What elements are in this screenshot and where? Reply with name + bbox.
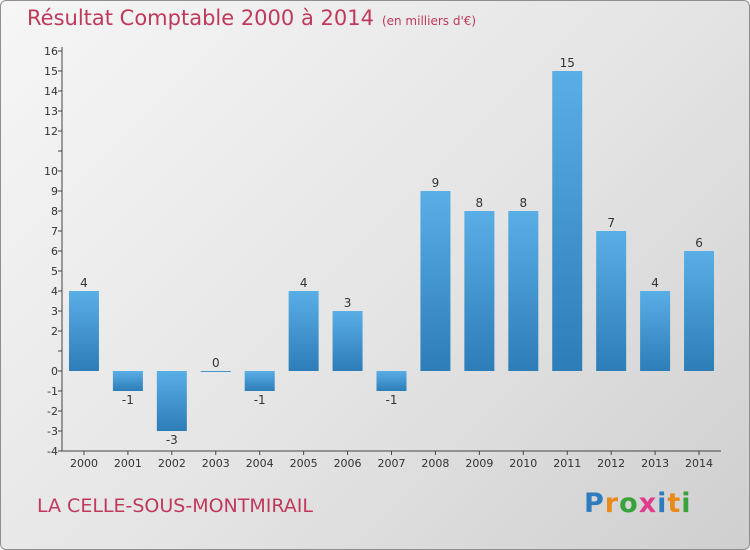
data-label: -1 [254,393,266,407]
y-tick-label: 12 [44,125,58,138]
bar [244,371,275,391]
data-label: 15 [560,56,575,70]
y-tick-label: 10 [44,165,58,178]
y-tick-label: 16 [44,45,58,58]
bar [508,211,539,371]
bar [112,371,143,391]
x-tick-label: 2000 [70,457,98,470]
y-tick-label: 15 [44,65,58,78]
data-label: 7 [607,216,615,230]
brand-letter: P [584,488,605,519]
y-tick-label: 6 [51,245,58,258]
y-tick-label: -3 [47,425,58,438]
y-tick-label: 13 [44,105,58,118]
brand-letter: i [681,488,692,519]
place-name: LA CELLE-SOUS-MONTMIRAIL [37,495,313,517]
x-tick-label: 2010 [509,457,537,470]
y-tick-label: 8 [51,205,58,218]
brand-letter: i [657,488,668,519]
x-tick-label: 2004 [246,457,274,470]
data-label: 4 [300,276,308,290]
bar [332,311,363,371]
bar [552,71,583,371]
y-tick-label: 9 [51,185,58,198]
brand-letter: t [667,488,682,519]
x-tick-label: 2009 [465,457,493,470]
x-tick-label: 2001 [114,457,142,470]
data-label: 6 [695,236,703,250]
data-label: 4 [80,276,88,290]
data-label: -3 [166,433,178,447]
bar [464,211,495,371]
data-label: -1 [122,393,134,407]
y-tick-label: 7 [51,225,58,238]
data-label: 3 [344,296,352,310]
brand-letter: x [638,488,658,519]
brand-letter: r [604,488,620,519]
brand-logo: Proxiti [584,488,692,519]
bar [376,371,407,391]
y-tick-label: 2 [51,325,58,338]
bar [288,291,319,371]
chart-title: Résultat Comptable 2000 à 2014 (en millie… [27,6,476,30]
x-tick-label: 2005 [290,457,318,470]
bar [640,291,671,371]
data-label: 9 [432,176,440,190]
x-tick-label: 2012 [597,457,625,470]
x-tick-label: 2013 [641,457,669,470]
data-label: 4 [651,276,659,290]
bar [68,291,99,371]
x-tick-label: 2007 [378,457,406,470]
brand-letter: o [619,488,639,519]
data-label: -1 [386,393,398,407]
y-tick-label: 14 [44,85,58,98]
y-tick-label: 0 [51,365,58,378]
bar [684,251,715,371]
x-tick-label: 2008 [421,457,449,470]
y-tick-label: -4 [47,445,58,458]
data-label: 0 [212,356,220,370]
plot-area: -4 -3 -2 -1 0 2 3 4 5 6 7 8 9 10 12 13 14 15 16 4 2000 -1 2001… [44,45,721,470]
bar [420,191,451,371]
x-tick-label: 2003 [202,457,230,470]
y-tick-label: 3 [51,305,58,318]
y-tick-label: -2 [47,405,58,418]
x-tick-label: 2002 [158,457,186,470]
chart-title-text: Résultat Comptable 2000 à 2014 [27,6,374,30]
bar [200,371,231,372]
x-tick-label: 2014 [685,457,713,470]
chart-unit: (en milliers d'€) [381,14,477,28]
data-label: 8 [476,196,484,210]
y-tick-label: -1 [47,385,58,398]
x-tick-label: 2006 [334,457,362,470]
bar [156,371,187,431]
y-tick-label: 4 [51,285,58,298]
data-label: 8 [519,196,527,210]
y-tick-label: 5 [51,265,58,278]
x-tick-label: 2011 [553,457,581,470]
bar [596,231,627,371]
